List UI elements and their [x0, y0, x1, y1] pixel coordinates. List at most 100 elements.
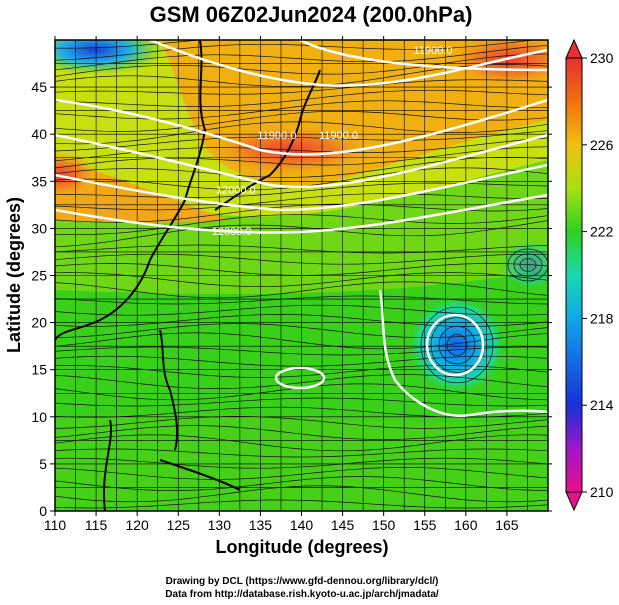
streamline [55, 406, 548, 418]
x-tick-label: 160 [454, 517, 478, 533]
contour-label: 11900.0 [319, 130, 358, 142]
streamline [55, 272, 548, 287]
streamline [55, 193, 548, 211]
contour-line [378, 289, 548, 418]
colorbar-max-arrow [565, 38, 583, 59]
plot-area: 11900.0 11900.0 11900.0 12000.0 12000.0 [55, 40, 548, 511]
contour-vortex [425, 313, 485, 377]
chart-title: GSM 06Z02Jun2024 (200.0hPa) [150, 2, 473, 27]
coastline-asia [149, 40, 207, 261]
streamline [55, 397, 548, 407]
streamline [55, 448, 548, 458]
colorbar-tick-label: 210 [590, 484, 614, 500]
contour-line [299, 40, 548, 72]
streamline [55, 253, 548, 265]
streamline [55, 244, 548, 254]
streamline [55, 263, 548, 276]
x-tick-label: 150 [372, 517, 396, 533]
x-tick-label: 125 [167, 517, 191, 533]
streamline [55, 146, 548, 169]
contour-line [55, 133, 548, 189]
x-tick-label: 120 [125, 517, 149, 533]
y-axis: 0 5 10 15 20 25 30 35 40 45 [31, 79, 552, 519]
colorbar-tick-label: 226 [590, 137, 614, 153]
x-tick-label: 130 [208, 517, 232, 533]
streamline [55, 365, 548, 378]
x-axis-label: Longitude (degrees) [215, 537, 388, 557]
coastline-borneo [103, 419, 112, 511]
eddy-streamline [513, 253, 543, 277]
y-tick-label: 40 [31, 126, 47, 142]
streamline [55, 156, 548, 178]
eddy-streamline [519, 258, 537, 272]
colorbar-tick-label: 222 [590, 224, 614, 240]
contour-line [55, 98, 548, 156]
streamline [55, 457, 548, 469]
streamline [55, 130, 548, 152]
colorbar-gradient [565, 57, 583, 493]
y-tick-label: 45 [31, 79, 47, 95]
cool-spot-east [500, 240, 548, 290]
streamline [55, 100, 548, 120]
vortex-streamline [446, 334, 468, 356]
vortex-streamline [420, 306, 494, 384]
height-contours [55, 40, 548, 418]
streamline [55, 485, 548, 503]
streamline [55, 425, 548, 440]
contour-labels: 11900.0 11900.0 11900.0 12000.0 12000.0 [212, 45, 453, 238]
streamline [55, 40, 203, 49]
y-tick-label: 15 [31, 362, 47, 378]
y-tick-label: 0 [39, 503, 47, 519]
streamline [55, 467, 548, 480]
x-tick-label: 135 [249, 517, 273, 533]
colorbar-min-arrow [565, 491, 583, 512]
warm-core-west [55, 150, 100, 200]
streamline [55, 79, 548, 95]
coastline-china [55, 259, 151, 341]
y-tick-label: 35 [31, 173, 47, 189]
contour-line [55, 193, 548, 234]
streamline [55, 89, 548, 107]
x-tick-label: 140 [290, 517, 314, 533]
contour-loop [274, 366, 326, 390]
y-axis-label: Latitude (degrees) [4, 197, 24, 353]
colorbar-tick-label: 230 [590, 50, 614, 66]
streamline [55, 53, 548, 77]
colorbar: 210 214 218 222 226 230 [565, 38, 614, 512]
colorbar-tick-label: 218 [590, 310, 614, 326]
streamline [55, 314, 548, 327]
contour-label: 11900.0 [257, 130, 296, 142]
cold-core-vortex [407, 295, 507, 395]
streamline [55, 434, 548, 452]
credit-drawing: Drawing by DCL (https://www.gfd-dennou.o… [166, 576, 439, 587]
streamline [55, 281, 548, 299]
streamline [55, 44, 548, 71]
streamline [55, 346, 548, 356]
contour-line [149, 40, 548, 87]
streamline [55, 214, 548, 236]
streamline [55, 323, 548, 338]
colorbar-tick-label: 214 [590, 397, 614, 413]
colorbar-ticks: 210 214 218 222 226 230 [582, 50, 614, 500]
y-tick-label: 5 [39, 456, 47, 472]
streamline [55, 304, 548, 316]
coastline-newguinea [159, 459, 241, 491]
streamline [55, 355, 548, 367]
grid [55, 40, 548, 511]
streamline [55, 220, 548, 248]
contour-label: 12000.0 [212, 226, 252, 238]
y-tick-label: 10 [31, 409, 47, 425]
streamline [55, 476, 548, 491]
y-tick-label: 30 [31, 220, 47, 236]
streamline [55, 40, 537, 61]
contour-line [55, 163, 548, 212]
x-tick-label: 145 [331, 517, 355, 533]
y-tick-label: 25 [31, 268, 47, 284]
contour-label: 11900.0 [413, 45, 452, 57]
streamline [55, 499, 548, 509]
streamline [55, 64, 548, 87]
credit-data: Data from http://database.rish.kyoto-u.a… [165, 589, 439, 600]
streamline [55, 416, 548, 429]
streamline [55, 374, 548, 389]
